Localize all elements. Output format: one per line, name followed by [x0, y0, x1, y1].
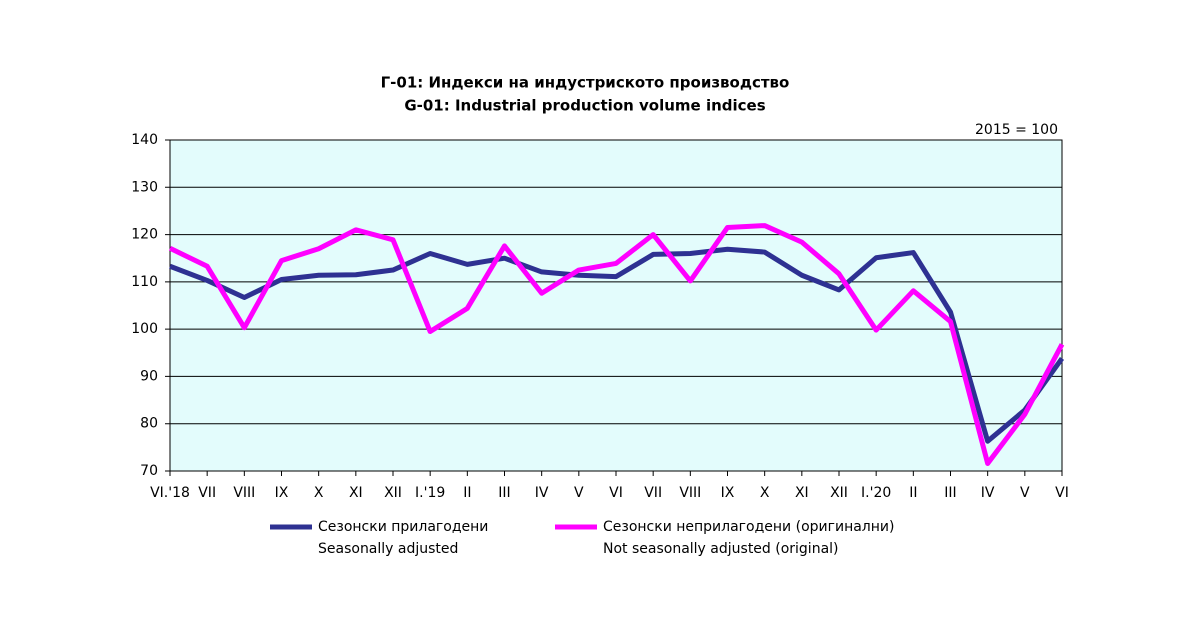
x-tick-label: V: [574, 485, 584, 501]
x-tick-label: VII: [644, 485, 662, 501]
x-tick-label: V: [1020, 485, 1030, 501]
x-tick-label: VI: [1055, 485, 1069, 501]
y-tick-label: 80: [140, 416, 158, 432]
x-tick-label: XI: [795, 485, 809, 501]
x-tick-label: II: [463, 485, 471, 501]
x-tick-label: X: [314, 485, 324, 501]
annotation: 2015 = 100: [975, 122, 1058, 138]
x-tick-label: II: [909, 485, 917, 501]
x-tick-label: I.'19: [415, 485, 445, 501]
legend-label: Сезонски прилагодени: [318, 519, 488, 535]
x-tick-label: XII: [384, 485, 402, 501]
x-tick-label: IV: [535, 485, 549, 501]
legend-label: Сезонски неприлагодени (оригинални): [603, 519, 894, 535]
series-line: [168, 223, 1065, 466]
plot-area: [169, 139, 1063, 472]
y-tick-label: 90: [140, 368, 158, 384]
x-tick-label: XI: [349, 485, 363, 501]
legend-label: Seasonally adjusted: [318, 541, 458, 557]
x-tick-label: VIII: [233, 485, 255, 501]
x-tick-label: VI.'18: [150, 485, 190, 501]
chart-subtitle: G-01: Industrial production volume indic…: [404, 97, 765, 115]
legend-label: Not seasonally adjusted (original): [603, 541, 839, 557]
x-tick-label: IV: [981, 485, 995, 501]
x-tick-label: IX: [275, 485, 289, 501]
y-tick-label: 110: [131, 274, 158, 290]
series-line: [169, 246, 1065, 444]
x-tick-label: X: [760, 485, 770, 501]
y-tick-label: 100: [131, 321, 158, 337]
y-tick-label: 120: [131, 227, 158, 243]
x-tick-label: VI: [609, 485, 623, 501]
x-tick-label: I.'20: [861, 485, 891, 501]
chart-title: Г-01: Индекси на индустриското производс…: [381, 74, 790, 92]
x-tick-label: III: [944, 485, 956, 501]
x-tick-label: III: [498, 485, 510, 501]
x-tick-label: VIII: [679, 485, 701, 501]
y-tick-label: 130: [131, 179, 158, 195]
y-tick-label: 70: [140, 463, 158, 479]
x-tick-label: IX: [721, 485, 735, 501]
y-tick-label: 140: [131, 132, 158, 148]
x-tick-label: VII: [198, 485, 216, 501]
x-tick-label: XII: [830, 485, 848, 501]
